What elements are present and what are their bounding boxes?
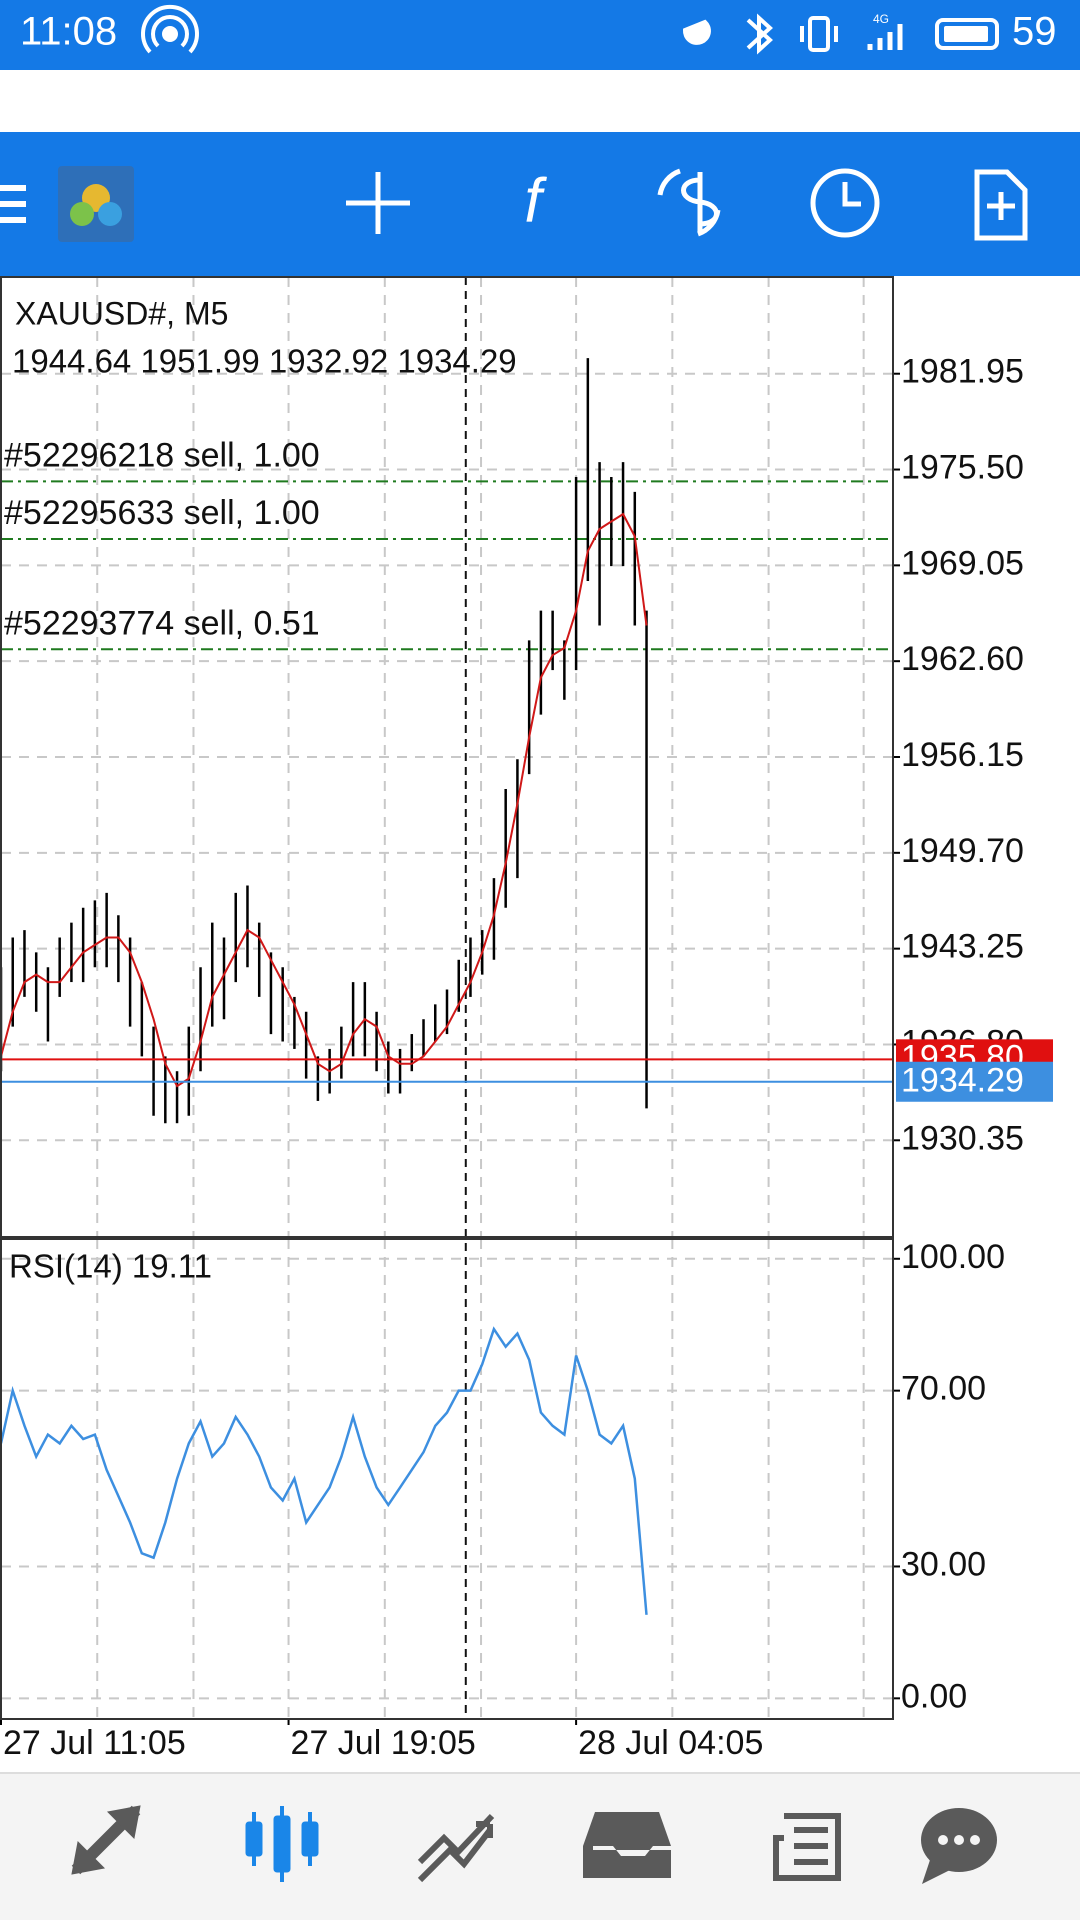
x-tick-label: 27 Jul 11:05	[3, 1724, 186, 1762]
quotes-tab[interactable]	[71, 1805, 141, 1875]
trade-button[interactable]	[657, 168, 721, 237]
status-bar	[0, 0, 1080, 70]
app-logo[interactable]	[58, 166, 134, 242]
menu-button[interactable]	[0, 185, 26, 223]
y-tick-label: 1975.50	[901, 449, 1024, 487]
y-tick-label: 1949.70	[901, 832, 1024, 870]
y-tick-label: 1969.05	[901, 544, 1024, 582]
y-tick-label: 100.00	[901, 1238, 1005, 1276]
x-tick-label: 27 Jul 19:05	[291, 1724, 476, 1762]
moving-average	[0, 512, 648, 1088]
timeframe-button[interactable]	[810, 168, 880, 238]
trade-tab[interactable]	[417, 1813, 495, 1883]
toolbar	[0, 132, 1080, 276]
order-label: #52295633 sell, 1.00	[4, 494, 320, 532]
chart-tab[interactable]	[245, 1806, 319, 1882]
chart-title: XAUUSD#, M5	[15, 295, 228, 331]
bottom-nav	[0, 1773, 1080, 1920]
news-tab[interactable]	[773, 1813, 841, 1881]
y-tick-label: 1956.15	[901, 736, 1024, 774]
panel-border	[0, 276, 894, 1238]
bid-label: 1934.29	[901, 1062, 1024, 1100]
new-order-button[interactable]	[974, 169, 1028, 241]
y-tick-label: 1930.35	[901, 1119, 1024, 1157]
status-icons	[141, 4, 999, 55]
y-tick-label: 1943.25	[901, 928, 1024, 966]
order-label: #52296218 sell, 1.00	[4, 436, 320, 474]
panel-border	[0, 1238, 894, 1720]
network-type: 4G	[873, 12, 889, 26]
status-time: 11:08	[20, 10, 117, 54]
chat-tab[interactable]	[921, 1808, 997, 1884]
crosshair-button[interactable]	[346, 172, 410, 234]
ohlc-label: 1944.64 1951.99 1932.92 1934.29	[12, 343, 517, 380]
bid-label-box	[896, 1061, 1053, 1102]
battery-level: 59	[1012, 10, 1057, 54]
y-tick-label: 70.00	[901, 1370, 986, 1408]
chart-area: 1981.95 1975.50 1969.05 1962.60 1956.15 1949.…	[0, 276, 1053, 1762]
history-tab[interactable]	[583, 1812, 673, 1878]
y-tick-label: 30.00	[901, 1545, 986, 1583]
x-tick-label: 28 Jul 04:05	[578, 1724, 763, 1762]
indicator-title: RSI(14) 19.11	[9, 1248, 212, 1285]
y-tick-label: 1962.60	[901, 640, 1024, 678]
y-tick-label: 0.00	[901, 1677, 967, 1715]
order-label: #52293774 sell, 0.51	[4, 604, 320, 642]
spacer	[0, 70, 1080, 132]
y-tick-label: 1981.95	[901, 353, 1024, 391]
rsi-line	[0, 1326, 648, 1615]
